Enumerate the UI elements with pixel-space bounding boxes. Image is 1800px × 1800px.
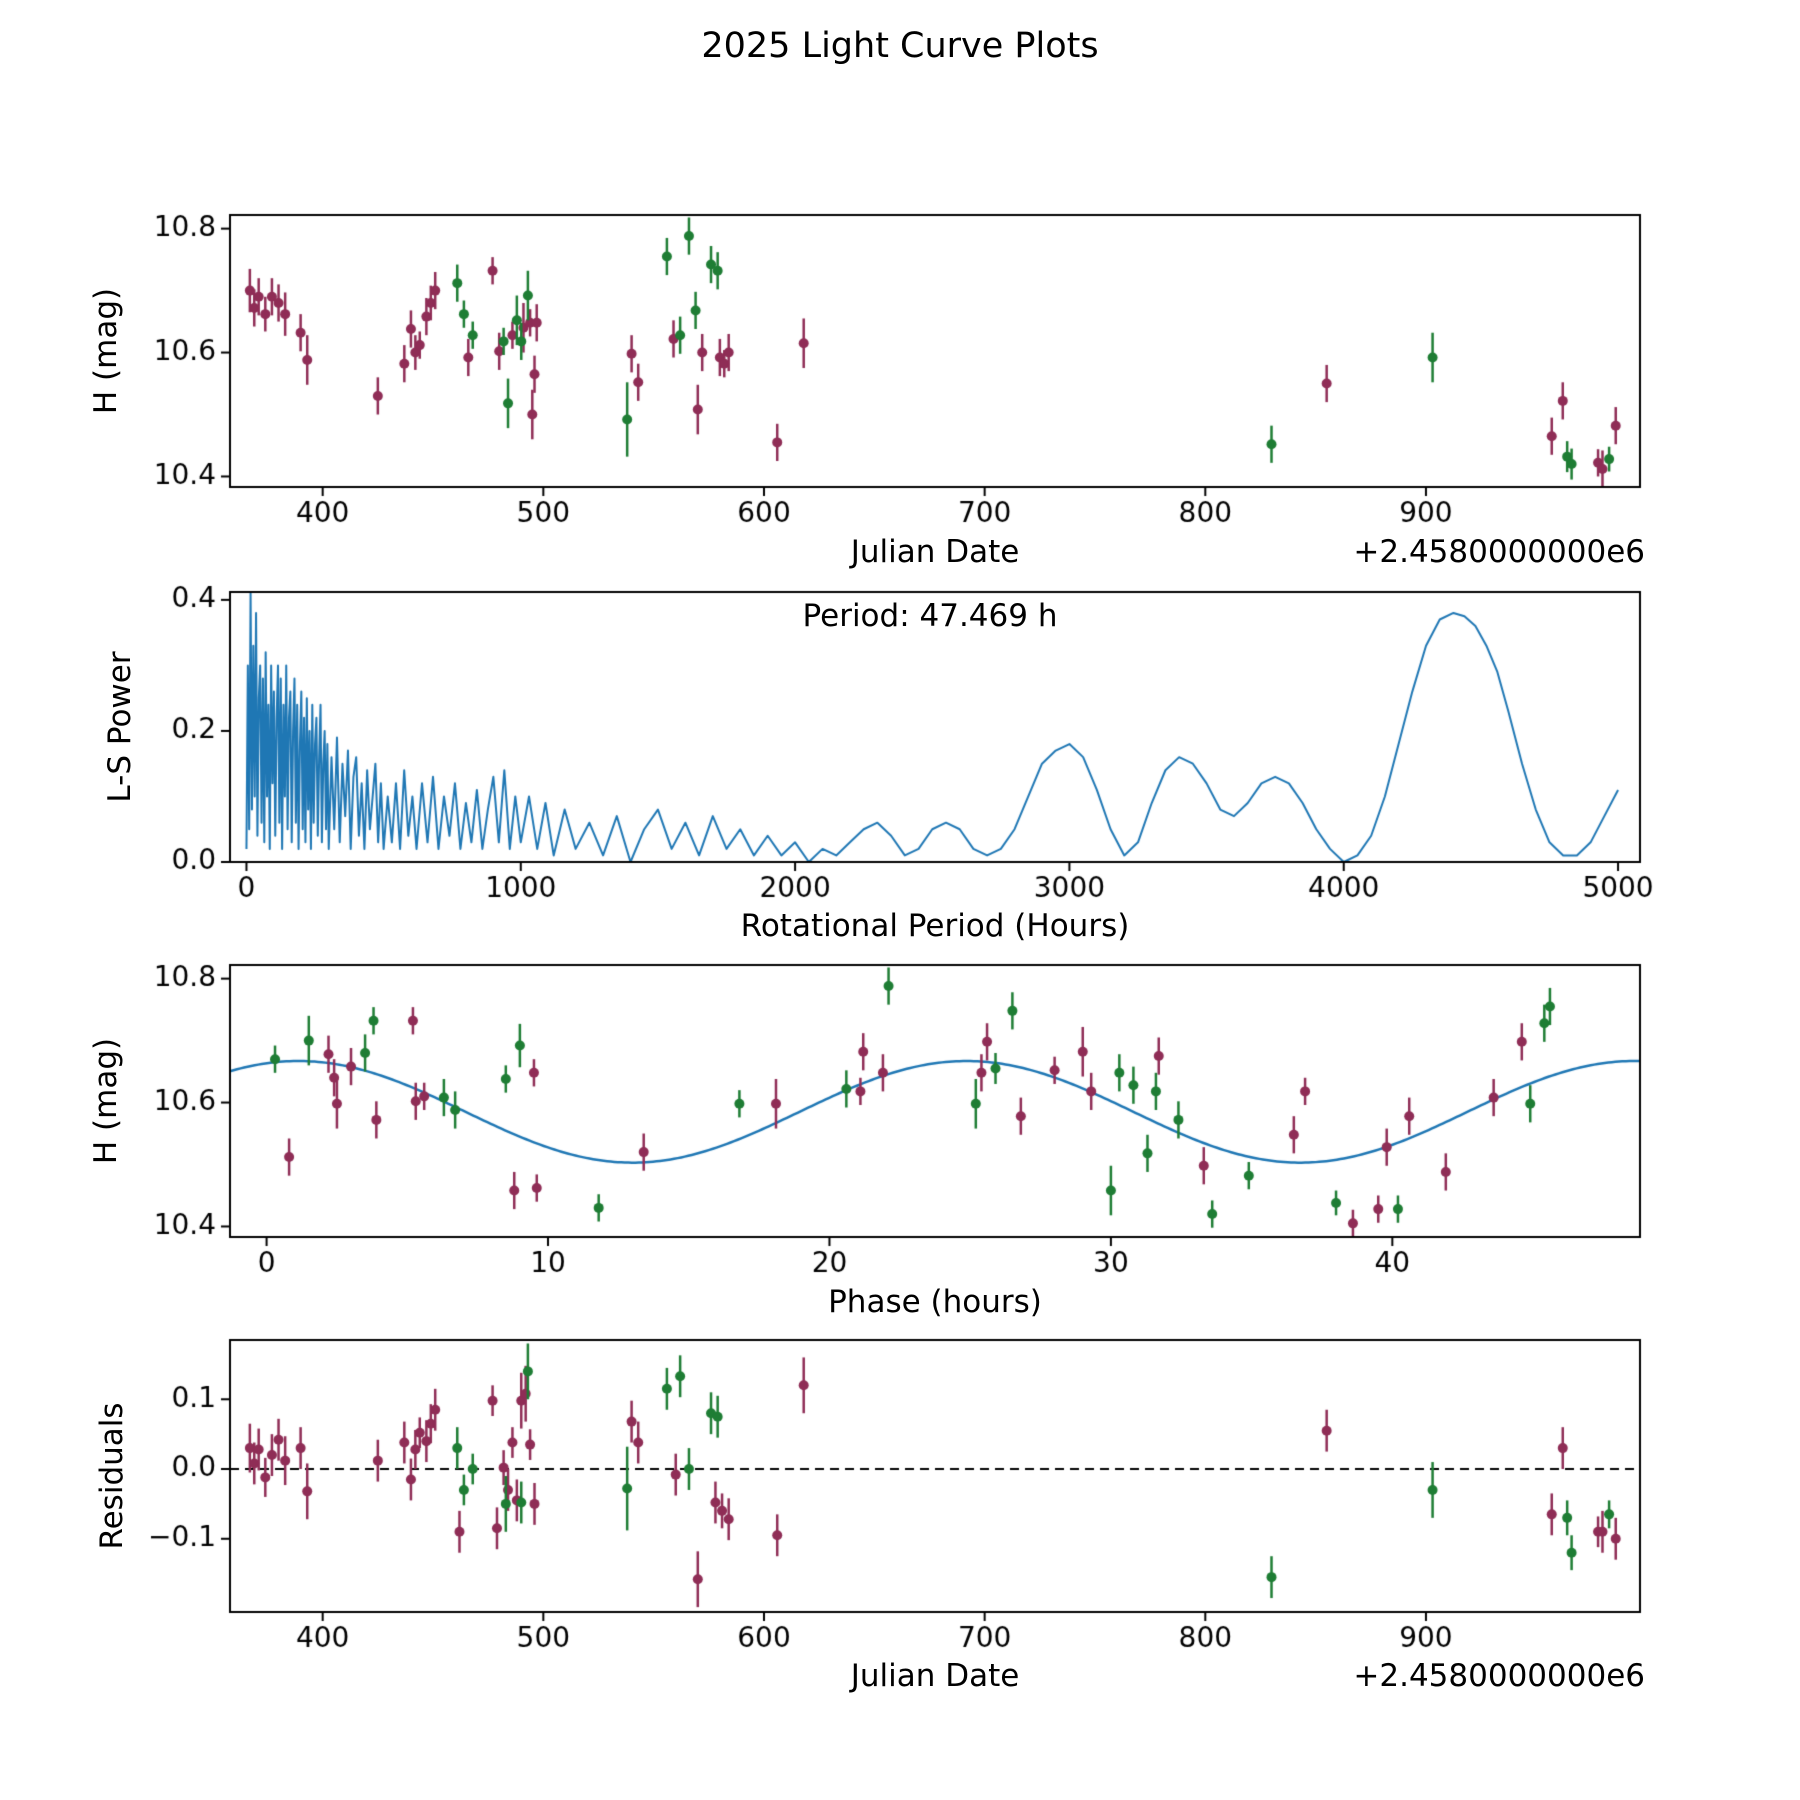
figure-title: 2025 Light Curve Plots bbox=[701, 26, 1099, 66]
panel1-x-offset-label: +2.4580000000e6 bbox=[1353, 534, 1645, 570]
panel1-y-axis-label: H (mag) bbox=[88, 287, 124, 415]
panel3-y-axis-label: H (mag) bbox=[88, 1037, 124, 1165]
panel2-x-axis-label: Rotational Period (Hours) bbox=[740, 908, 1130, 944]
panel4-x-axis-label: Julian Date bbox=[850, 1658, 1020, 1694]
period-annotation: Period: 47.469 h bbox=[802, 598, 1058, 634]
panel2-y-axis-label: L-S Power bbox=[102, 651, 138, 803]
panel3-x-axis-label: Phase (hours) bbox=[828, 1284, 1042, 1320]
panel1-x-axis-label: Julian Date bbox=[850, 534, 1020, 570]
panel4-x-offset-label: +2.4580000000e6 bbox=[1353, 1658, 1645, 1694]
panel4-y-axis-label: Residuals bbox=[94, 1402, 130, 1550]
